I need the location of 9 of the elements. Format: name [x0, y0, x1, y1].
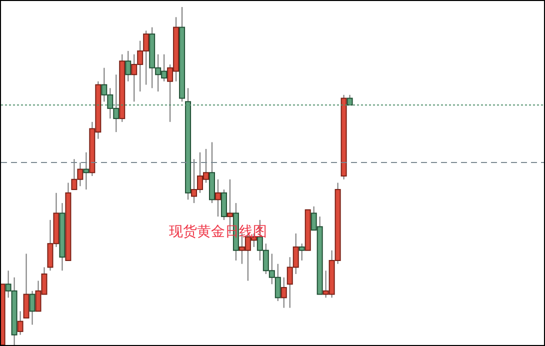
- candlestick: [125, 50, 132, 82]
- candlestick: [23, 253, 30, 318]
- candlestick: [298, 243, 305, 261]
- candlestick: [83, 152, 90, 190]
- candlestick: [280, 276, 287, 308]
- candlestick: [17, 310, 24, 336]
- candlestick: [220, 189, 227, 220]
- candlestick: [214, 178, 221, 218]
- candlestick: [29, 290, 36, 326]
